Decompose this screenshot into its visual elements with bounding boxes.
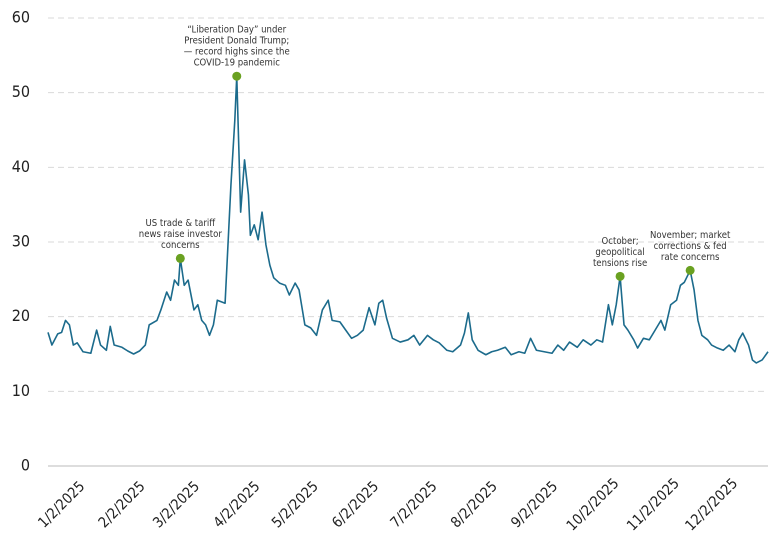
x-tick-label: 12/2/2025 [683,476,742,535]
annotation-text: COVID-19 pandemic [194,58,281,69]
annotation-text: October; [602,236,639,247]
x-tick-label: 3/2/2025 [150,479,203,532]
x-tick-label: 6/2/2025 [329,479,382,532]
y-tick-label: 10 [12,381,30,400]
annotation-text: — record highs since the [184,47,290,58]
x-tick-label: 4/2/2025 [211,479,264,532]
x-tick-label: 11/2/2025 [624,476,683,535]
annotation-text: President Donald Trump; [184,36,289,47]
y-tick-label: 50 [12,82,30,101]
y-tick-label: 40 [12,157,30,176]
x-tick-label: 10/2/2025 [564,476,623,535]
annotation-text: news raise investor [139,229,223,240]
annotation-text: rate concerns [661,252,720,263]
x-tick-label: 8/2/2025 [448,479,501,532]
annotation-text: corrections & fed [654,241,727,252]
annotation-text: November; market [650,230,731,241]
annotation-text: concerns [161,240,200,251]
x-tick-label: 2/2/2025 [96,479,149,532]
annotation-text: geopolitical [595,247,644,258]
annotation-point [685,265,695,275]
annotation-point [232,71,242,81]
annotation-text: “Liberation Day” under [187,25,286,36]
annotation-text: tensions rise [593,258,647,269]
y-tick-label: 20 [12,306,30,325]
annotation-point [615,271,625,281]
line-series [47,75,769,364]
x-tick-label: 9/2/2025 [508,479,561,532]
x-tick-label: 7/2/2025 [388,479,441,532]
x-tick-label: 1/2/2025 [36,479,89,532]
annotation-text: US trade & tariff [146,218,217,229]
annotation-point [175,253,185,263]
y-tick-label: 30 [12,232,30,251]
y-tick-label: 0 [21,456,30,475]
y-tick-label: 60 [12,8,30,27]
x-tick-label: 5/2/2025 [269,479,322,532]
